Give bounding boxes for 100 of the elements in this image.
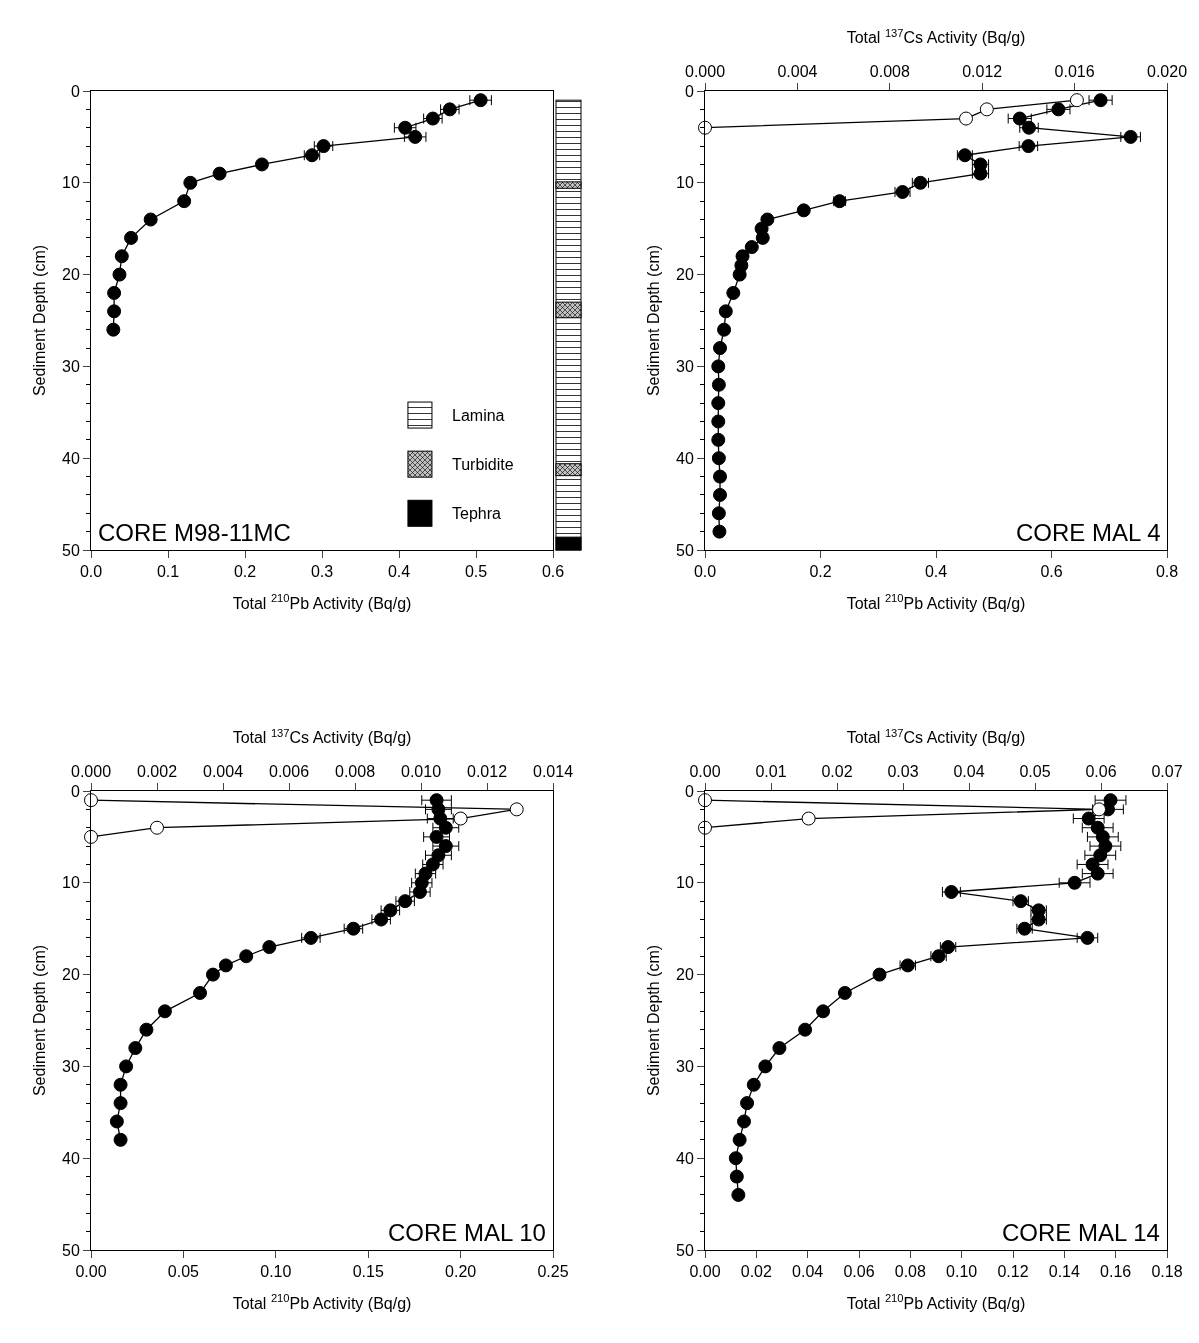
y-tick-label: 50 <box>62 1241 80 1259</box>
point <box>107 285 122 300</box>
point <box>1093 848 1108 863</box>
point <box>425 857 440 872</box>
point <box>193 985 208 1000</box>
x2-axis-title: Total $^{137}$Cs Activity (Bq/g) <box>846 26 1026 47</box>
point <box>755 230 770 245</box>
point <box>711 414 726 429</box>
x2-tick-label: 0.008 <box>869 62 910 80</box>
annotation: Tephra <box>452 505 502 522</box>
x-tick-label: 0.15 <box>352 1263 384 1281</box>
y-tick-label: 10 <box>62 174 80 192</box>
point <box>711 359 726 374</box>
x-tick-label: 0.4 <box>387 563 411 581</box>
y-axis-title: Sediment Depth (cm) <box>30 244 48 397</box>
point <box>113 1096 128 1111</box>
point <box>254 157 269 172</box>
x-tick-label: 0.10 <box>260 1263 292 1281</box>
x2-tick-label: 0.004 <box>202 762 244 780</box>
point <box>109 1114 124 1129</box>
point <box>713 341 728 356</box>
annotation: CORE MAL 4 <box>1016 519 1161 546</box>
point <box>732 267 747 282</box>
point <box>711 396 726 411</box>
annotation: CORE MAL 14 <box>1002 1219 1160 1246</box>
x-tick-label: 0.1 <box>156 563 180 581</box>
y-tick-label: 0 <box>684 82 694 100</box>
point <box>760 212 775 227</box>
point <box>798 1022 813 1037</box>
x2-tick-label: 0.008 <box>334 762 376 780</box>
x-tick-label: 0.6 <box>541 563 565 581</box>
point <box>205 967 220 982</box>
x2-tick-label: 0.010 <box>400 762 442 780</box>
x2-tick-label: 0.05 <box>1019 762 1051 780</box>
point <box>398 120 413 135</box>
point <box>1093 93 1108 108</box>
x-axis-title: Total $^{210}$Pb Activity (Bq/g) <box>846 592 1026 612</box>
point <box>114 249 129 264</box>
point <box>124 230 139 245</box>
x2-axis-title: Total $^{137}$Cs Activity (Bq/g) <box>232 726 412 747</box>
point <box>113 1132 128 1147</box>
y-tick-label: 0 <box>684 782 694 800</box>
point <box>438 839 453 854</box>
point <box>119 1059 134 1074</box>
point <box>1012 111 1027 126</box>
point <box>177 194 192 209</box>
x-tick-label: 0.0 <box>693 563 717 581</box>
point <box>731 1187 746 1202</box>
point <box>107 304 122 319</box>
point <box>744 240 759 255</box>
x2-tick-label: 0.020 <box>1146 62 1188 80</box>
y-tick-label: 30 <box>62 358 80 375</box>
y-tick-label: 20 <box>676 266 694 284</box>
x-tick-label: 0.05 <box>167 1263 200 1281</box>
point <box>872 967 887 982</box>
point <box>412 884 427 899</box>
y-axis-title: Sediment Depth (cm) <box>30 944 48 1097</box>
x2-tick-label: 0.03 <box>887 762 919 780</box>
point <box>473 93 488 108</box>
y-tick-label: 40 <box>62 449 80 467</box>
y-axis-title: Sediment Depth (cm) <box>644 944 662 1097</box>
x2-tick-label: 0.02 <box>821 762 853 780</box>
x-tick-label: 0.00 <box>689 1263 721 1281</box>
x-axis-title: Total $^{210}$Pb Activity (Bq/g) <box>846 1292 1026 1312</box>
x2-tick-label: 0.06 <box>1085 762 1117 780</box>
x-axis-title: Total $^{210}$Pb Activity (Bq/g) <box>232 592 412 612</box>
x-tick-label: 0.3 <box>310 563 334 581</box>
point <box>139 1022 154 1037</box>
point <box>718 304 733 319</box>
y-tick-label: 10 <box>676 874 694 892</box>
point <box>128 1041 143 1056</box>
x-tick-label: 0.2 <box>809 563 832 581</box>
x2-tick-label: 0.01 <box>755 762 787 780</box>
x-tick-label: 0.02 <box>740 1263 772 1281</box>
x2-tick-label: 0.00 <box>689 762 721 780</box>
x2-tick-label: 0.012 <box>466 762 508 780</box>
x-tick-label: 0.14 <box>1048 1263 1080 1281</box>
x-tick-label: 0.20 <box>445 1263 477 1281</box>
y-tick-label: 50 <box>62 541 80 559</box>
point <box>112 267 127 282</box>
annotation: Lamina <box>452 407 505 424</box>
x-tick-label: 0.4 <box>924 563 948 581</box>
y-tick-label: 10 <box>676 174 694 192</box>
point <box>711 377 726 392</box>
y-tick-label: 50 <box>676 541 694 559</box>
y-tick-label: 30 <box>676 1058 694 1075</box>
x2-tick-label: 0.016 <box>1054 62 1095 80</box>
point <box>711 506 726 521</box>
y-tick-label: 0 <box>70 782 80 800</box>
point <box>438 820 453 835</box>
point <box>746 1077 761 1092</box>
y-tick-label: 20 <box>62 266 80 284</box>
point <box>429 829 444 844</box>
x-tick-label: 0.12 <box>997 1263 1029 1281</box>
x-tick-label: 0.25 <box>537 1263 569 1281</box>
point <box>157 1004 172 1019</box>
point <box>711 451 726 466</box>
point <box>212 166 227 181</box>
x2-tick-label: 0.012 <box>962 62 1003 80</box>
point <box>728 1151 743 1166</box>
